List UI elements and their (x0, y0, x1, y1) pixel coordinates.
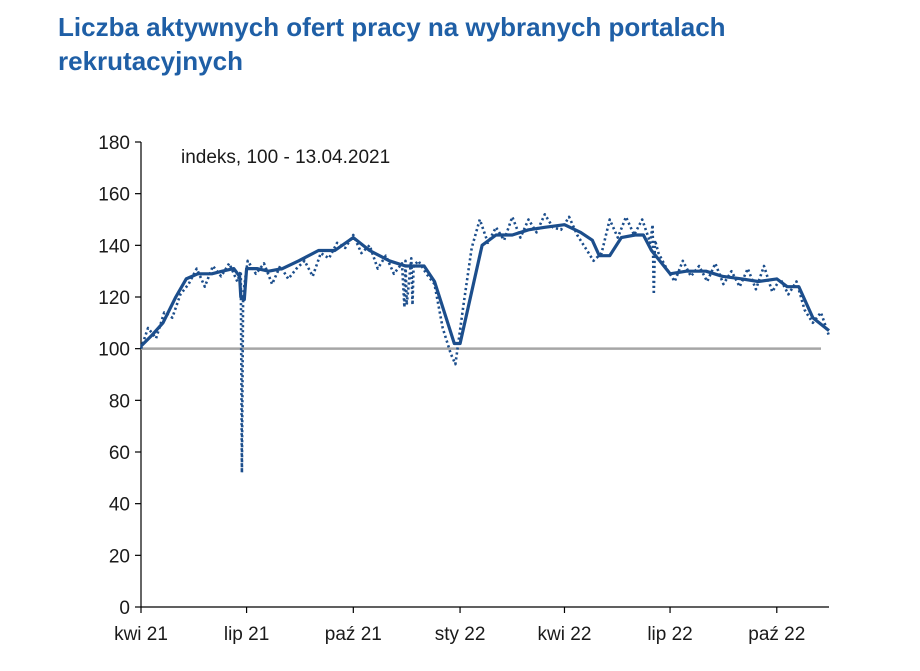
y-tick-label: 120 (98, 288, 130, 309)
x-tick-label: kwi 21 (114, 624, 168, 645)
x-tick-label: kwi 22 (538, 624, 592, 645)
x-tick-label: paź 21 (325, 624, 382, 645)
y-tick-label: 160 (98, 185, 130, 206)
y-tick-label: 60 (109, 443, 130, 464)
y-tick-label: 80 (109, 391, 130, 412)
series-layer (139, 213, 831, 474)
x-tick-label: lip 21 (224, 624, 269, 645)
y-tick-label: 20 (109, 546, 130, 567)
series-line-dotted (139, 213, 831, 474)
x-tick-label: paź 22 (748, 624, 805, 645)
y-tick-label: 0 (119, 598, 130, 619)
x-tick-label: sty 22 (435, 624, 486, 645)
x-tick-label: lip 22 (647, 624, 692, 645)
y-axis: 0 20 40 60 80 100 120 140 160 180 (98, 133, 142, 619)
chart-title: Liczba aktywnych ofert pracy na wybranyc… (58, 12, 726, 77)
y-tick-label: 180 (98, 133, 130, 154)
x-axis: kwi 21 lip 21 paź 21 sty 22 kwi 22 lip 22 paź … (114, 606, 829, 645)
y-tick-label: 100 (98, 340, 130, 361)
y-tick-label: 140 (98, 236, 130, 257)
y-tick-label: 40 (109, 495, 130, 516)
chart-annotation: indeks, 100 - 13.04.2021 (181, 147, 390, 168)
